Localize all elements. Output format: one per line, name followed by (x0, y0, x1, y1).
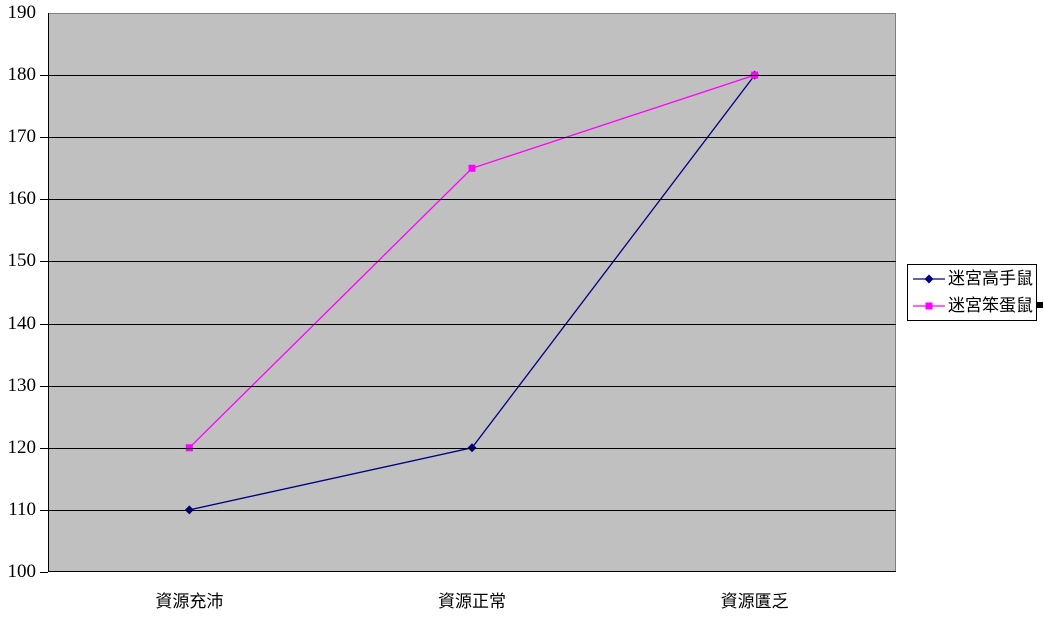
y-axis-tick-label: 170 (7, 126, 37, 147)
square-marker (185, 444, 193, 452)
y-axis-tick-label: 120 (7, 437, 37, 458)
diamond-marker (184, 505, 194, 515)
series-plot-svg (184, 70, 760, 515)
y-axis-tick-label: 100 (7, 561, 37, 582)
diamond-marker (924, 274, 934, 284)
diamond-marker (467, 443, 477, 453)
y-axis-line (48, 13, 49, 572)
y-axis-tick-mark (40, 199, 48, 200)
legend-square-line-icon (913, 302, 945, 310)
y-axis-tick-label: 110 (8, 499, 36, 520)
legend: 迷宮高手鼠迷宮笨蛋鼠 (907, 264, 1037, 321)
legend-handle-square (1037, 302, 1043, 308)
y-axis-tick-mark (40, 510, 48, 511)
legend-diamond-line-icon (913, 274, 945, 284)
x-axis-category-label: 資源充沛 (155, 592, 224, 611)
y-axis-tick-mark (40, 324, 48, 325)
legend-label: 迷宮高手鼠 (948, 269, 1033, 288)
y-axis-tick-label: 160 (7, 188, 37, 209)
legend-entry: 迷宮高手鼠 (913, 266, 1036, 293)
gridline (48, 75, 896, 76)
x-axis-line (48, 571, 896, 572)
plot-area (48, 13, 896, 572)
gridline (48, 137, 896, 138)
y-axis-tick-mark (40, 75, 48, 76)
y-axis-tick-mark (40, 137, 48, 138)
x-axis-category-label: 資源正常 (438, 592, 506, 611)
gridline (48, 324, 896, 325)
plot-border-right (895, 13, 896, 572)
gridline (48, 199, 896, 200)
y-axis-tick-label: 190 (7, 2, 37, 23)
gridline (48, 261, 896, 262)
y-axis-tick-mark (40, 261, 48, 262)
y-axis-tick-mark (40, 448, 48, 449)
gridline (48, 510, 896, 511)
legend-label: 迷宮笨蛋鼠 (948, 296, 1033, 315)
gridline (48, 386, 896, 387)
x-axis-category-label: 資源匱乏 (720, 592, 789, 611)
gridline (48, 448, 896, 449)
y-axis-tick-label: 180 (7, 64, 37, 85)
square-marker (925, 302, 933, 310)
square-marker (468, 164, 476, 172)
y-axis-tick-label: 150 (7, 250, 37, 271)
y-axis-tick-mark (40, 572, 48, 573)
legend-entry: 迷宮笨蛋鼠 (913, 293, 1036, 320)
y-axis-tick-label: 140 (7, 313, 37, 334)
y-axis-tick-mark (40, 386, 48, 387)
y-axis-tick-label: 130 (7, 375, 37, 396)
plot-border-top (48, 13, 896, 14)
